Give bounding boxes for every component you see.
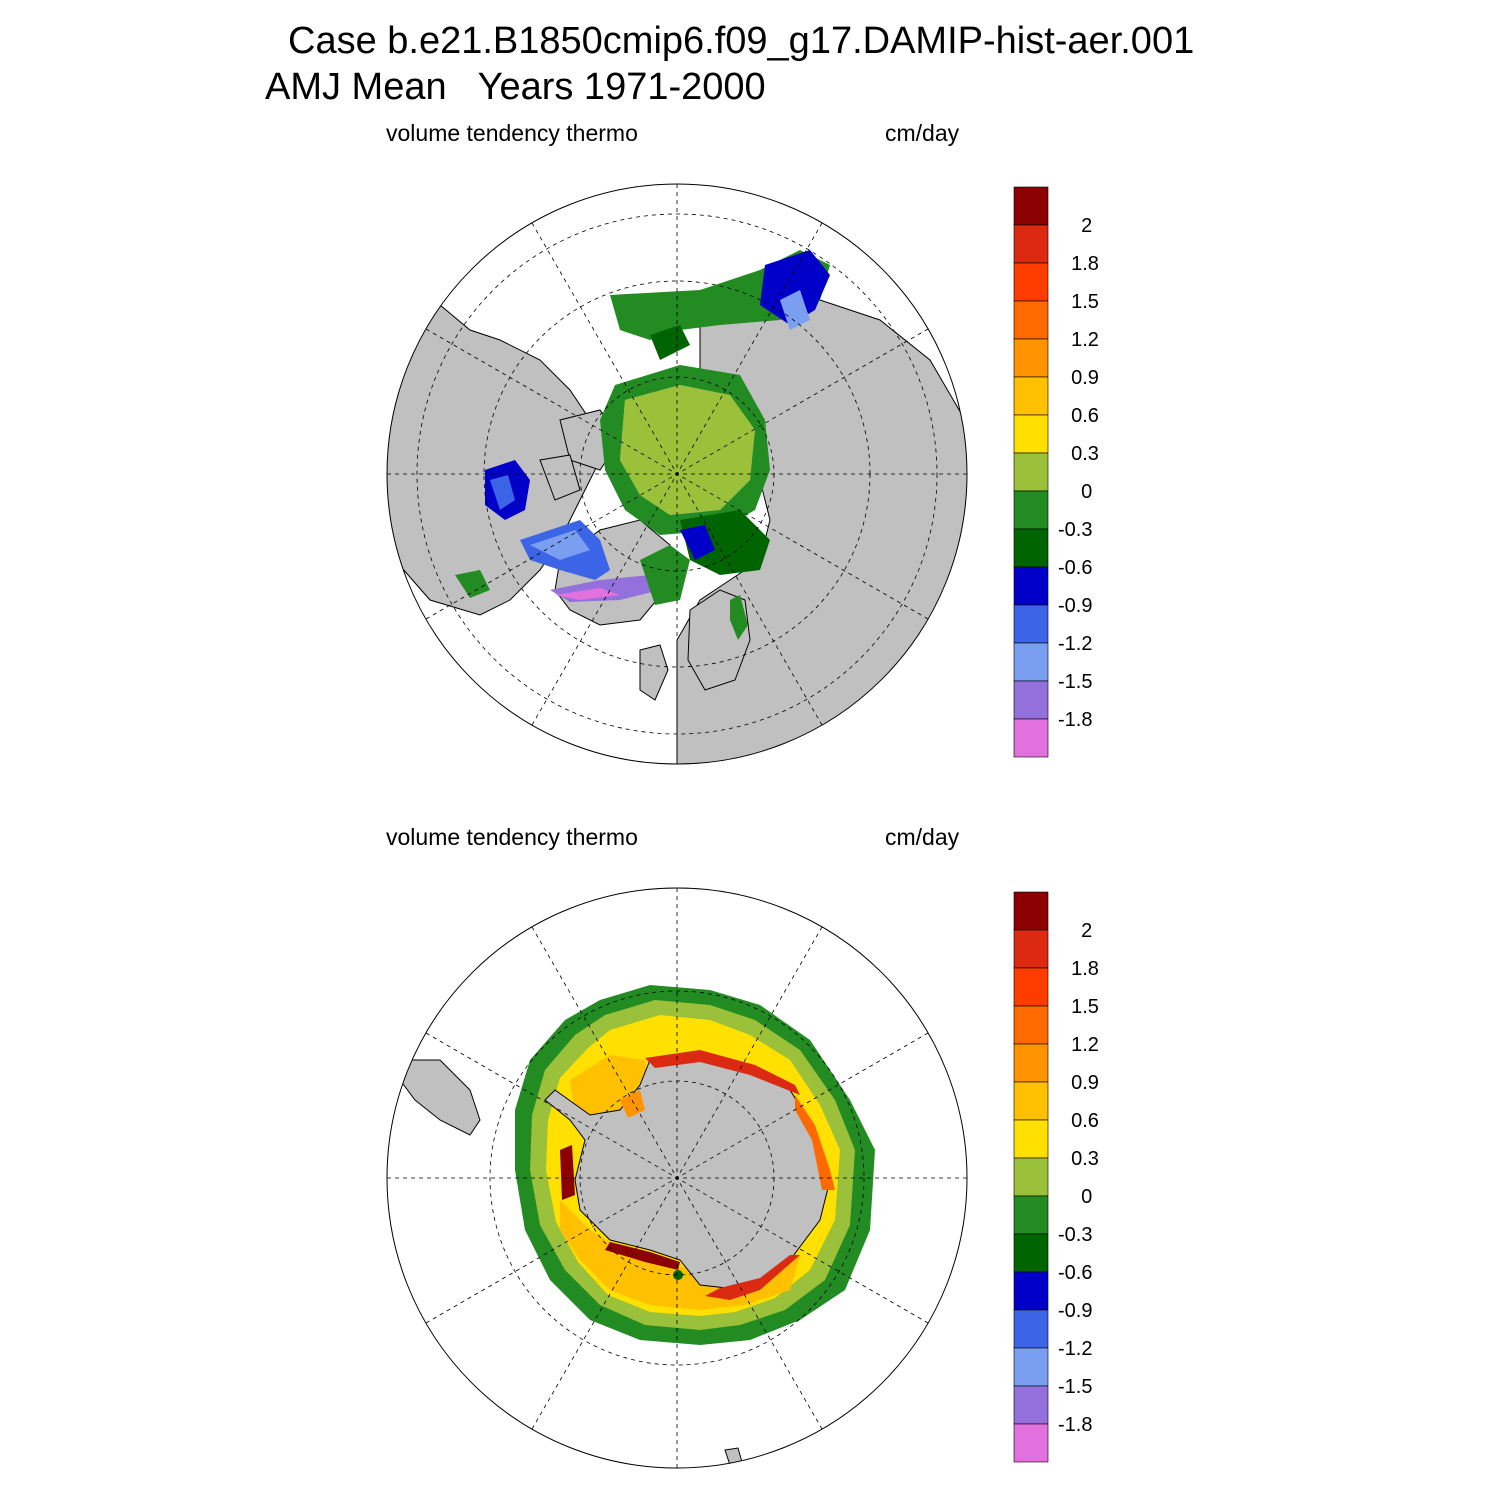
south-colorbar-tick-label: 1.8	[1060, 958, 1099, 980]
south-colorbar-swatch	[1013, 1233, 1049, 1273]
south-colorbar-tick-label: 2	[1070, 920, 1092, 942]
south-colorbar-swatch	[1013, 967, 1049, 1007]
north-colorbar-swatch	[1013, 224, 1049, 264]
north-colorbar-swatch	[1013, 262, 1049, 302]
north-map-field	[455, 250, 830, 640]
north-colorbar-swatch	[1013, 452, 1049, 492]
south-colorbar-swatch	[1013, 929, 1049, 969]
north-colorbar-swatch	[1013, 528, 1049, 568]
north-colorbar-tick-label: 0	[1070, 481, 1092, 503]
north-colorbar-swatch	[1013, 642, 1049, 682]
figure-title-period: AMJ Mean Years 1971-2000	[265, 66, 766, 108]
south-colorbar-swatch	[1013, 1385, 1049, 1425]
south-colorbar-tick-label: -0.3	[1058, 1224, 1092, 1246]
north-colorbar-swatch	[1013, 300, 1049, 340]
north-colorbar-tick-label: -0.6	[1058, 557, 1092, 579]
north-polar-map	[386, 183, 968, 765]
north-colorbar-swatch	[1013, 186, 1049, 226]
north-colorbar-swatch	[1013, 338, 1049, 378]
north-colorbar-tick-label: -0.3	[1058, 519, 1092, 541]
north-colorbar-tick-label: -1.2	[1058, 633, 1092, 655]
south-colorbar-tick-label: -1.2	[1058, 1338, 1092, 1360]
north-colorbar-swatch	[1013, 376, 1049, 416]
south-colorbar-tick-label: 0	[1070, 1186, 1092, 1208]
north-colorbar-swatch	[1013, 414, 1049, 454]
south-colorbar-tick-label: 1.5	[1060, 996, 1099, 1018]
north-colorbar-tick-label: -1.8	[1058, 709, 1092, 731]
north-colorbar-swatch	[1013, 566, 1049, 606]
south-colorbar-swatch	[1013, 1043, 1049, 1083]
north-colorbar: 2 1.8 1.5 1.2 0.9 0.6 0.3 0 -0.3 -0.6 -0.9 -…	[1013, 186, 1099, 758]
south-panel-units: cm/day	[885, 824, 960, 850]
north-colorbar-tick-label: 1.2	[1060, 329, 1099, 351]
north-colorbar-tick-label: 0.6	[1060, 405, 1099, 427]
south-polar-map	[386, 887, 968, 1469]
south-colorbar-swatch	[1013, 1309, 1049, 1349]
south-colorbar-tick-label: -0.6	[1058, 1262, 1092, 1284]
north-colorbar-tick-label: 0.3	[1060, 443, 1099, 465]
south-map-south-america	[399, 1059, 481, 1136]
north-panel-units: cm/day	[885, 120, 960, 146]
south-map-border	[386, 887, 968, 1469]
south-colorbar-swatch	[1013, 1195, 1049, 1235]
north-colorbar-swatch	[1013, 718, 1049, 758]
south-colorbar-swatch	[1013, 891, 1049, 931]
south-colorbar-swatch	[1013, 1005, 1049, 1045]
south-map-graticule	[387, 888, 967, 1468]
north-colorbar-tick-label: 2	[1070, 215, 1092, 237]
north-colorbar-tick-label: 1.8	[1060, 253, 1099, 275]
south-colorbar-swatch	[1013, 1347, 1049, 1387]
south-colorbar-swatch	[1013, 1081, 1049, 1121]
south-colorbar-tick-label: 0.9	[1060, 1072, 1099, 1094]
north-colorbar-swatch	[1013, 604, 1049, 644]
south-colorbar: 2 1.8 1.5 1.2 0.9 0.6 0.3 0 -0.3 -0.6 -0.9 -…	[1013, 891, 1099, 1463]
north-map-border	[386, 183, 968, 765]
south-panel-variable-label: volume tendency thermo	[386, 824, 638, 850]
north-colorbar-tick-label: -0.9	[1058, 595, 1092, 617]
south-colorbar-swatch	[1013, 1157, 1049, 1197]
south-colorbar-tick-label: -1.5	[1058, 1376, 1092, 1398]
south-colorbar-tick-label: -1.8	[1058, 1414, 1092, 1436]
south-colorbar-tick-label: 0.6	[1060, 1110, 1099, 1132]
south-colorbar-tick-label: 1.2	[1060, 1034, 1099, 1056]
south-colorbar-tick-label: 0.3	[1060, 1148, 1099, 1170]
north-colorbar-tick-label: 1.5	[1060, 291, 1099, 313]
figure-title-case: Case b.e21.B1850cmip6.f09_g17.DAMIP-hist…	[288, 20, 1195, 62]
north-panel-variable-label: volume tendency thermo	[386, 120, 638, 146]
north-colorbar-swatch	[1013, 680, 1049, 720]
south-colorbar-tick-label: -0.9	[1058, 1300, 1092, 1322]
south-colorbar-swatch	[1013, 1119, 1049, 1159]
north-colorbar-swatch	[1013, 490, 1049, 530]
north-colorbar-tick-label: -1.5	[1058, 671, 1092, 693]
north-map-graticule	[387, 184, 967, 764]
south-colorbar-swatch	[1013, 1423, 1049, 1463]
south-colorbar-swatch	[1013, 1271, 1049, 1311]
north-colorbar-tick-label: 0.9	[1060, 367, 1099, 389]
